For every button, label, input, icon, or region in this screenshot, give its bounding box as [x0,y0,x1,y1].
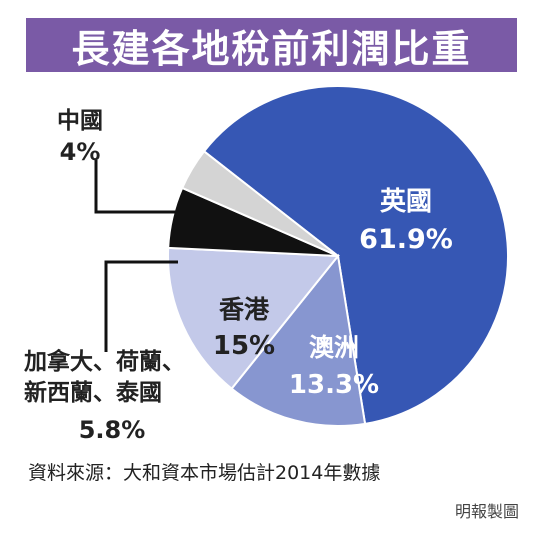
pie-slice-uk [202,85,510,425]
slice-value-others: 5.8% [79,416,146,444]
source-note: 資料來源：大和資本市場估計2014年數據 [28,462,381,484]
slice-label-china: 中國 [57,108,103,134]
pie-slice-china [180,149,339,257]
slice-label-others-line1: 加拿大、荷蘭、 [23,348,185,375]
pie-slice-aus [230,253,367,427]
slice-label-aus: 澳洲 [309,333,359,362]
slice-value-china: 4% [60,138,101,166]
slice-value-uk: 61.9% [359,224,453,255]
leader-lines [94,160,178,352]
pie-slices [167,85,510,427]
slice-value-hk: 15% [213,331,275,361]
pie-slice-hk [167,246,341,391]
slice-label-uk: 英國 [380,187,432,217]
leader-line-china [94,160,178,214]
chart-title: 長建各地稅前利潤比重 [26,18,517,72]
credit-note: 明報製圖 [454,502,519,521]
slice-value-aus: 13.3% [289,370,379,400]
leader-line-others [104,260,178,352]
slice-label-others-line2: 新西蘭、泰國 [24,379,162,406]
slice-label-hk: 香港 [219,295,270,324]
